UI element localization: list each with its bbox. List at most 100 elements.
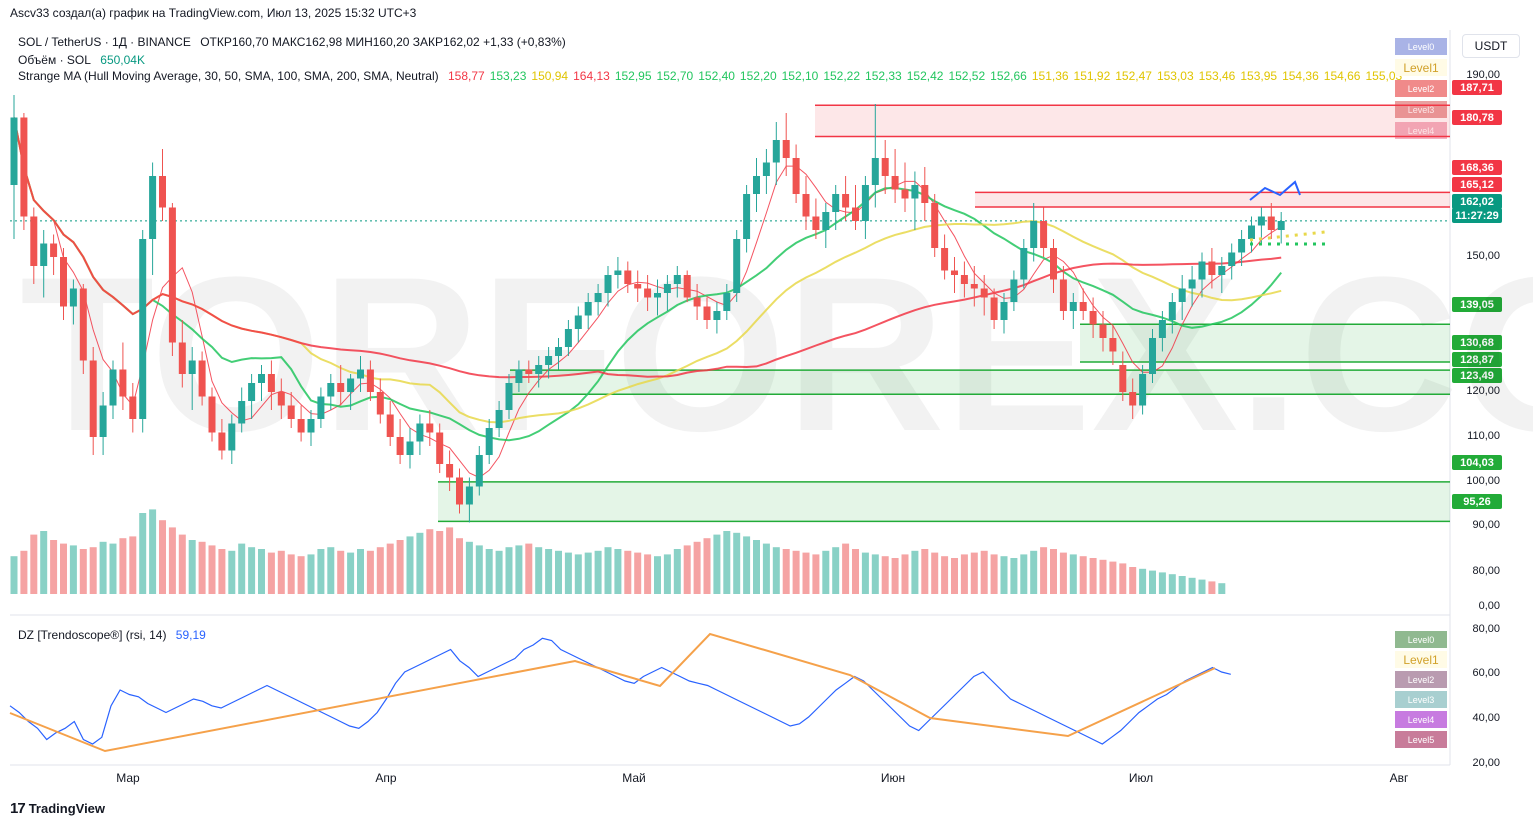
symbol-legend[interactable]: SOL / TetherUS · 1Д · BINANCE ОТКР160,70…: [18, 35, 572, 49]
rsi-label: DZ [Trendoscope®] (rsi, 14): [18, 628, 167, 642]
level-button[interactable]: Level2: [1395, 80, 1447, 97]
ma-value: 153,95: [1240, 69, 1278, 83]
candle: [307, 419, 315, 433]
candle: [792, 158, 800, 194]
volume-bar: [1198, 579, 1206, 594]
volume-bar: [782, 549, 790, 594]
volume-legend[interactable]: Объём · SOL 650,04K: [18, 53, 151, 67]
volume-bar: [376, 547, 384, 594]
candle: [317, 396, 325, 419]
candle: [515, 369, 523, 383]
volume-bar: [1069, 554, 1077, 594]
ma-value: 152,52: [948, 69, 986, 83]
volume-bar: [89, 547, 97, 594]
ma-value: 153,46: [1198, 69, 1236, 83]
volume-bar: [1218, 583, 1226, 594]
currency-selector[interactable]: USDT: [1462, 34, 1520, 58]
candle: [812, 216, 820, 230]
candle: [50, 243, 58, 257]
candle: [941, 248, 949, 271]
volume-bar: [723, 531, 731, 594]
candle: [980, 288, 988, 298]
rsi-legend[interactable]: DZ [Trendoscope®] (rsi, 14) 59,19: [18, 628, 206, 642]
price-tag: 104,03: [1452, 455, 1502, 470]
candle: [911, 185, 919, 199]
projection-path: [1249, 180, 1301, 201]
volume-bar: [673, 549, 681, 594]
volume-value: 650,04K: [100, 53, 145, 67]
candle: [951, 270, 958, 275]
candle: [69, 288, 77, 307]
volume-bar: [208, 545, 216, 594]
volume-bar: [139, 513, 147, 594]
time-axis[interactable]: Мар Апр Май Июн Июл Авг: [116, 771, 1409, 785]
ma-legend[interactable]: Strange MA (Hull Moving Average, 30, 50,…: [18, 69, 1413, 83]
volume-bar: [842, 543, 850, 594]
candle: [753, 176, 760, 194]
ma-label: Strange MA (Hull Moving Average, 30, 50,…: [18, 69, 439, 83]
rsi-level-button[interactable]: Level3: [1395, 691, 1447, 708]
ma-value: 158,77: [448, 69, 485, 83]
volume-bar: [663, 554, 671, 594]
candle: [1277, 221, 1285, 230]
candle: [604, 275, 612, 293]
candle: [258, 374, 265, 383]
volume-bar: [366, 550, 374, 594]
volume-bar: [347, 552, 355, 594]
candle: [347, 378, 355, 392]
volume-bar: [970, 552, 978, 594]
volume-bar: [426, 529, 434, 594]
volume-bar: [40, 531, 48, 594]
rsi-level-button[interactable]: Level1: [1395, 651, 1447, 668]
rsi-level-button[interactable]: Level4: [1395, 711, 1447, 728]
level-zone: [975, 192, 1450, 207]
candle: [248, 383, 256, 401]
candle: [545, 356, 553, 365]
candle: [584, 302, 592, 316]
price-tick-label: 190,00: [1466, 69, 1500, 81]
level-button[interactable]: Level0: [1395, 38, 1447, 55]
price-tick-label: 110,00: [1467, 430, 1500, 442]
volume-bar: [50, 540, 58, 594]
currency-label: USDT: [1474, 39, 1508, 53]
volume-bar: [822, 550, 830, 594]
rsi-level-button[interactable]: Level2: [1395, 671, 1447, 688]
volume-bar: [1178, 576, 1186, 594]
candle: [762, 162, 770, 176]
rsi-level-button[interactable]: Level0: [1395, 631, 1447, 648]
candle: [297, 419, 305, 433]
candle: [644, 288, 652, 298]
candle: [366, 369, 374, 392]
candle: [505, 383, 513, 410]
price-tag: 130,68: [1452, 335, 1502, 350]
candle: [1208, 261, 1216, 275]
ma-value: 153,03: [1156, 69, 1194, 83]
candle: [822, 212, 830, 230]
price-tag: 187,71: [1452, 80, 1502, 95]
volume-bar: [386, 543, 394, 594]
tradingview-logo[interactable]: 17 TradingView: [10, 800, 105, 817]
level-button[interactable]: Level1: [1395, 59, 1447, 76]
price-axis[interactable]: 190,00 150,00 120,00 110,00 100,00 90,00 80,00…: [1466, 69, 1500, 612]
candle: [832, 194, 840, 212]
volume-bar: [634, 552, 642, 594]
candle: [555, 347, 562, 356]
volume-bar: [1030, 550, 1038, 594]
candle: [1228, 252, 1236, 266]
volume-bar: [960, 554, 968, 594]
price-tag: 11:27:29: [1452, 208, 1502, 223]
candle: [416, 423, 424, 442]
volume-bar: [624, 550, 632, 594]
volume-bar: [287, 554, 295, 594]
volume-bar: [743, 536, 751, 594]
candle: [277, 392, 285, 406]
candle: [842, 194, 850, 208]
candle: [238, 401, 246, 424]
candle: [149, 176, 157, 239]
rsi-level-button[interactable]: Level5: [1395, 731, 1447, 748]
price-tag: 168,36: [1452, 160, 1502, 175]
candle: [921, 185, 929, 203]
candle: [287, 405, 295, 419]
level-button[interactable]: Level4: [1395, 122, 1447, 139]
